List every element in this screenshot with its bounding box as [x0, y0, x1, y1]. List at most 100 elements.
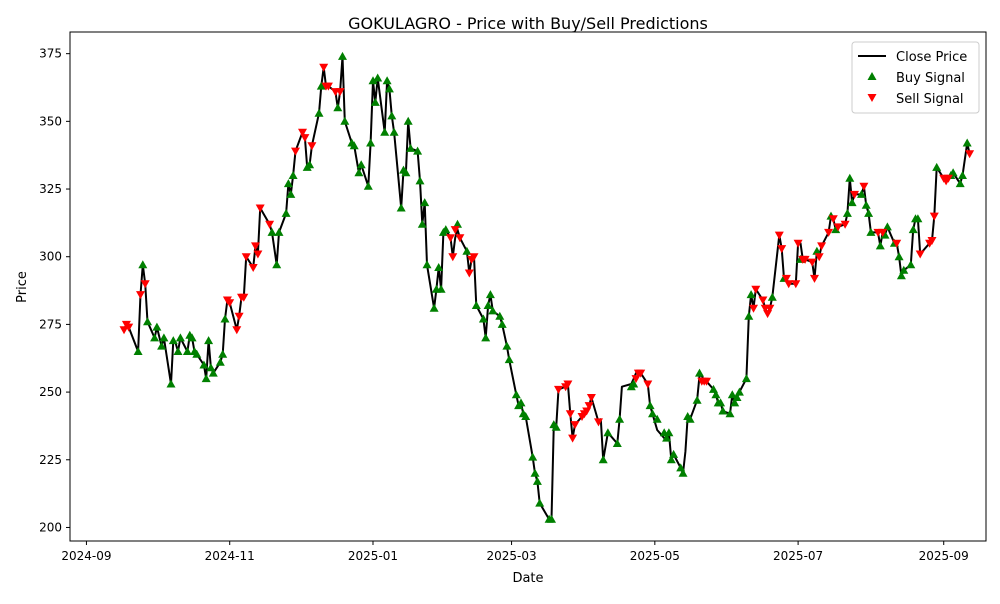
sell-signal-marker — [943, 174, 953, 183]
buy-signal-marker — [201, 374, 211, 383]
sell-signal-marker — [817, 242, 827, 251]
sell-signal-marker — [446, 234, 455, 243]
sell-signal-marker — [255, 204, 265, 213]
buy-signal-marker — [138, 260, 148, 269]
sell-signal-marker — [915, 250, 925, 259]
buy-signal-marker — [366, 138, 376, 147]
buy-signal-marker — [521, 412, 531, 420]
legend-buy-marker — [867, 72, 877, 80]
axes-frame — [69, 31, 987, 542]
buy-signal-marker — [812, 246, 822, 255]
sell-signal-marker — [833, 223, 843, 232]
x-tick-label: 2025-01 — [348, 549, 398, 563]
buy-signal-marker — [175, 333, 185, 342]
buy-signal-marker — [861, 200, 871, 209]
sell-signal-marker — [248, 264, 258, 272]
sell-signal-marker — [140, 280, 150, 289]
buy-signal-marker — [192, 349, 202, 358]
buy-signal-marker — [314, 108, 324, 117]
buy-signal-marker — [453, 219, 462, 228]
buy-signal-marker — [481, 333, 491, 342]
buy-signal-marker — [187, 333, 197, 342]
sell-signal-marker — [232, 326, 242, 335]
sell-signal-marker — [586, 394, 596, 402]
buy-signal-marker — [387, 111, 397, 120]
buy-signal-marker — [718, 406, 728, 415]
buy-signal-marker — [173, 347, 183, 355]
sell-signal-marker — [239, 293, 249, 302]
buy-signal-marker — [932, 162, 942, 171]
sell-signal-marker — [784, 280, 794, 289]
sell-signal-marker — [251, 242, 260, 251]
sell-signal-marker — [323, 82, 333, 91]
buy-signal-marker — [150, 333, 160, 342]
sell-signal-marker — [584, 402, 594, 411]
buy-signal-marker — [267, 227, 277, 236]
buy-signal-marker — [845, 173, 855, 182]
legend-sell-marker — [867, 94, 877, 102]
buy-signal-marker — [166, 379, 176, 388]
buy-signal-marker — [422, 260, 432, 269]
buy-signal-marker — [133, 347, 143, 355]
x-tick-label: 2024-09 — [61, 549, 111, 563]
sell-signal-marker — [758, 296, 768, 305]
buy-signal-marker — [305, 160, 315, 169]
buy-signal-marker — [483, 301, 493, 309]
buy-signal-marker — [333, 103, 343, 112]
buy-signal-marker — [497, 319, 507, 328]
buy-signal-marker — [711, 390, 721, 399]
buy-signal-marker — [274, 227, 284, 236]
buy-signal-marker — [648, 409, 657, 418]
sell-signal-marker — [300, 134, 310, 143]
sell-signal-marker — [859, 182, 869, 191]
y-tick-label: 200 — [39, 520, 62, 534]
buy-signal-marker — [441, 225, 451, 234]
sell-signal-marker — [643, 380, 653, 389]
buy-signal-marker — [842, 208, 852, 217]
sell-signal-marker — [253, 250, 263, 259]
buy-signal-marker — [485, 290, 495, 299]
buy-signal-marker — [152, 322, 162, 331]
sell-signal-marker — [892, 239, 902, 248]
buy-signal-marker — [908, 225, 918, 234]
buy-signal-marker — [875, 241, 885, 250]
sell-signal-marker — [307, 142, 317, 151]
chart-title: GOKULAGRO - Price with Buy/Sell Predicti… — [348, 14, 708, 33]
buy-signal-marker — [896, 271, 906, 280]
sell-signal-marker — [824, 228, 834, 237]
sell-signal-marker — [793, 239, 803, 248]
buy-signal-marker — [159, 333, 169, 342]
buy-signal-marker — [847, 198, 857, 207]
buy-signal-marker — [389, 127, 399, 136]
sell-signal-marker — [319, 63, 329, 72]
buy-signal-marker — [530, 468, 540, 477]
sell-signal-marker — [124, 323, 134, 332]
buy-signal-marker — [532, 476, 542, 485]
y-tick-label: 375 — [39, 47, 62, 61]
sell-signal-marker — [807, 258, 817, 267]
buy-signal-marker — [864, 208, 874, 217]
buy-signal-marker — [495, 311, 505, 320]
buy-signal-marker — [746, 290, 756, 299]
sell-signal-marker — [594, 418, 603, 427]
sell-signal-marker — [265, 220, 275, 229]
buy-signal-marker — [143, 317, 152, 326]
buy-signal-marker — [373, 73, 383, 82]
sell-signal-marker — [448, 253, 458, 262]
buy-signal-marker — [894, 252, 904, 261]
buy-signal-marker — [551, 422, 561, 431]
buy-signal-marker — [598, 455, 608, 464]
sell-signal-marker — [810, 274, 819, 283]
buy-signal-marker — [288, 171, 298, 179]
sell-signal-marker — [749, 304, 758, 313]
buy-signal-marker — [349, 141, 359, 150]
buy-signal-marker — [958, 171, 967, 179]
buy-signal-marker — [612, 439, 622, 447]
buy-signal-marker — [955, 179, 965, 188]
buy-signal-marker — [420, 198, 430, 207]
y-axis-label: Price — [15, 271, 30, 303]
sell-signal-marker — [800, 255, 810, 264]
buy-signal-marker — [220, 314, 230, 323]
